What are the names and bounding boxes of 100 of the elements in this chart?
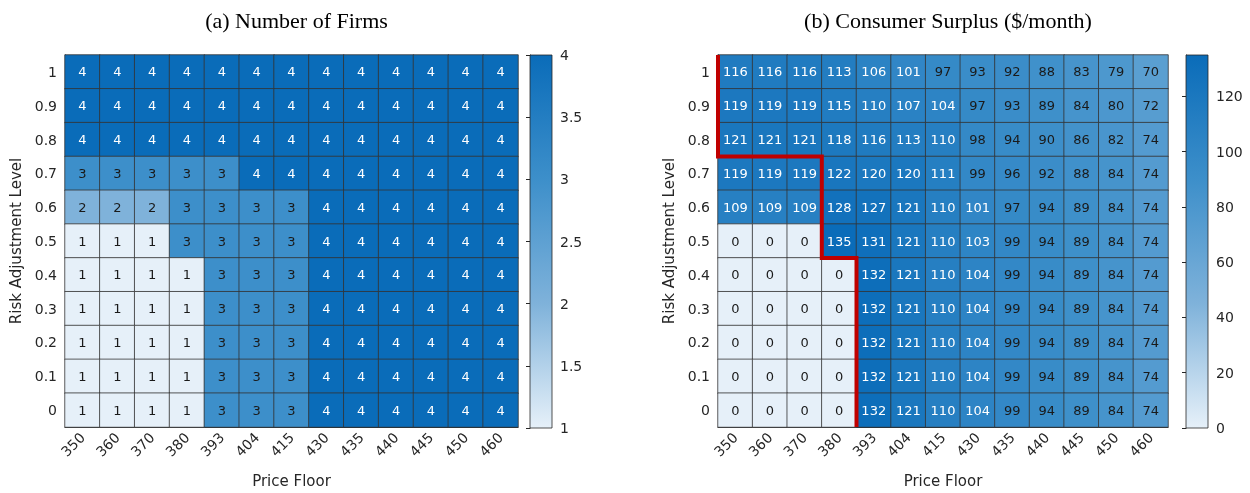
data-label: 109 bbox=[722, 199, 748, 215]
data-label: 110 bbox=[930, 199, 956, 215]
data-label: 116 bbox=[861, 132, 887, 148]
data-label: 110 bbox=[930, 334, 956, 350]
data-label: 94 bbox=[1038, 233, 1056, 249]
data-label: 4 bbox=[113, 132, 122, 148]
data-label: 4 bbox=[357, 199, 366, 215]
data-label: 4 bbox=[287, 132, 296, 148]
data-label: 104 bbox=[965, 267, 991, 283]
data-label: 4 bbox=[217, 132, 226, 148]
data-label: 4 bbox=[426, 199, 436, 215]
data-label: 1 bbox=[113, 301, 122, 317]
data-label: 3 bbox=[252, 233, 261, 249]
data-label: 99 bbox=[969, 165, 986, 181]
data-label: 4 bbox=[357, 301, 366, 317]
data-label: 84 bbox=[1107, 165, 1125, 181]
color-bar-label: 20 bbox=[1216, 364, 1234, 381]
data-label: 121 bbox=[895, 267, 921, 283]
x-tick-label: 430 bbox=[301, 429, 332, 460]
data-label: 109 bbox=[757, 199, 783, 215]
y-tick-label: 0 bbox=[48, 402, 57, 419]
data-label: 89 bbox=[1073, 267, 1090, 283]
data-label: 92 bbox=[1038, 165, 1056, 181]
data-label: 94 bbox=[1038, 267, 1056, 283]
data-label: 4 bbox=[426, 368, 436, 384]
data-label: 4 bbox=[496, 132, 505, 148]
y-tick-label: 0.2 bbox=[34, 334, 57, 351]
data-label: 92 bbox=[1003, 64, 1021, 80]
data-label: 2 bbox=[78, 199, 87, 215]
y-tick-label: 0.7 bbox=[687, 165, 710, 182]
data-label: 3 bbox=[113, 165, 122, 181]
data-label: 106 bbox=[861, 64, 887, 80]
data-label: 0 bbox=[731, 402, 740, 418]
data-label: 4 bbox=[461, 301, 470, 317]
data-label: 79 bbox=[1107, 64, 1125, 80]
data-label: 132 bbox=[861, 334, 887, 350]
x-tick-label: 445 bbox=[1056, 429, 1088, 460]
data-label: 4 bbox=[391, 267, 401, 283]
data-label: 110 bbox=[930, 368, 956, 384]
data-label: 121 bbox=[895, 368, 921, 384]
color-bar-label: 1.5 bbox=[560, 357, 583, 374]
data-label: 1 bbox=[78, 267, 87, 283]
x-tick-label: 445 bbox=[406, 429, 437, 460]
x-tick-label: 450 bbox=[1091, 429, 1122, 460]
data-label: 74 bbox=[1142, 402, 1159, 418]
data-label: 121 bbox=[895, 301, 921, 317]
data-label: 116 bbox=[722, 64, 748, 80]
y-tick-label: 0.8 bbox=[687, 131, 710, 148]
y-tick-label: 1 bbox=[701, 63, 710, 80]
data-label: 1 bbox=[147, 402, 157, 418]
data-label: 0 bbox=[731, 233, 740, 249]
data-label: 4 bbox=[496, 267, 505, 283]
data-label: 3 bbox=[217, 301, 226, 317]
data-label: 89 bbox=[1073, 402, 1090, 418]
data-label: 4 bbox=[357, 402, 366, 418]
y-tick-label: 1 bbox=[48, 63, 57, 80]
y-tick-label: 0.4 bbox=[687, 266, 711, 283]
data-label: 83 bbox=[1073, 64, 1090, 80]
data-label: 4 bbox=[322, 368, 331, 384]
data-label: 116 bbox=[757, 64, 783, 80]
x-tick-label: 450 bbox=[441, 429, 472, 460]
data-label: 135 bbox=[826, 233, 852, 249]
data-label: 97 bbox=[969, 98, 986, 114]
color-bar-label: 4 bbox=[560, 47, 569, 63]
x-tick-label: 430 bbox=[953, 429, 984, 460]
data-label: 84 bbox=[1107, 267, 1125, 283]
data-label: 72 bbox=[1142, 98, 1159, 114]
data-label: 3 bbox=[287, 368, 296, 384]
x-axis-title: Price Floor bbox=[903, 471, 984, 490]
data-label: 4 bbox=[461, 267, 470, 283]
data-label: 0 bbox=[765, 402, 775, 418]
data-label: 3 bbox=[217, 199, 226, 215]
data-label: 4 bbox=[391, 368, 401, 384]
data-label: 4 bbox=[357, 267, 366, 283]
data-label: 0 bbox=[731, 267, 740, 283]
data-label: 89 bbox=[1073, 301, 1090, 317]
data-label: 74 bbox=[1142, 368, 1159, 384]
data-label: 121 bbox=[757, 132, 783, 148]
data-label: 4 bbox=[391, 132, 401, 148]
color-bar-label: 2 bbox=[560, 295, 569, 312]
data-label: 86 bbox=[1073, 132, 1090, 148]
data-label: 0 bbox=[800, 301, 809, 317]
data-label: 3 bbox=[217, 233, 226, 249]
data-label: 4 bbox=[461, 64, 470, 80]
data-label: 84 bbox=[1107, 402, 1125, 418]
data-label: 99 bbox=[1003, 233, 1021, 249]
x-tick-label: 415 bbox=[918, 429, 949, 460]
data-label: 113 bbox=[826, 64, 852, 80]
data-label: 3 bbox=[217, 165, 226, 181]
data-label: 80 bbox=[1107, 98, 1125, 114]
data-label: 119 bbox=[757, 165, 783, 181]
data-label: 82 bbox=[1107, 132, 1125, 148]
x-tick-label: 435 bbox=[336, 429, 367, 460]
data-label: 4 bbox=[461, 165, 470, 181]
data-label: 118 bbox=[826, 132, 852, 148]
data-label: 84 bbox=[1107, 199, 1125, 215]
data-label: 3 bbox=[252, 368, 261, 384]
data-label: 94 bbox=[1003, 132, 1021, 148]
data-label: 3 bbox=[287, 267, 296, 283]
color-bar-label: 0 bbox=[1216, 420, 1225, 436]
